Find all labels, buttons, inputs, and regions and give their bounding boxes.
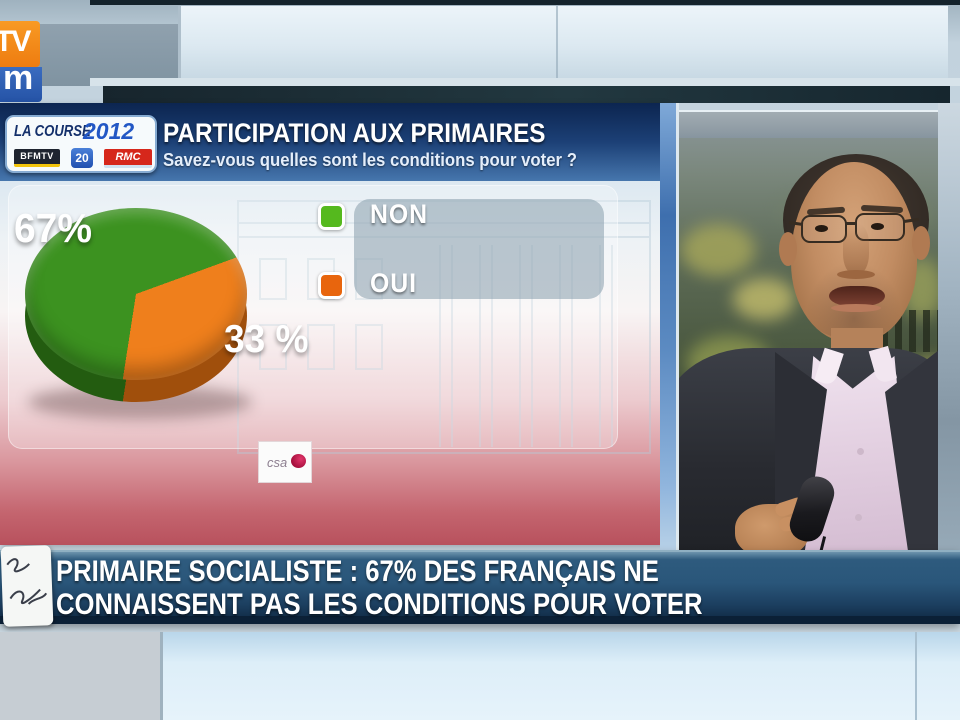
studio-panel-shadow [35,24,178,86]
legend-swatch-non [318,203,345,230]
badge-rmc-logo: RMC [104,149,152,168]
ticker-line-2: CONNAISSENT PAS LES CONDITIONS POUR VOTE… [56,588,703,622]
shirt-button [855,514,862,521]
legend: NON OUI [310,195,610,305]
presenter-lip [831,304,881,312]
program-scribble-logo [1,545,54,627]
studio-top-line [90,0,960,5]
badge-year: 2012 [83,118,134,145]
divider-strip [660,103,679,553]
poll-question: Savez-vous quelles sont les conditions p… [163,150,577,171]
scribble-icon [1,545,54,627]
presenter-video [679,110,938,557]
pie-label-oui-pct: 33 % [224,318,308,362]
pie-label-non-pct: 67% [14,205,92,252]
presenter-nose [843,224,869,274]
studio-panel-seam [556,6,558,78]
presenter-eye [815,225,828,232]
city-light [733,278,795,320]
presenter-mouth [829,286,885,306]
news-ticker-banner: PRIMAIRE SOCIALISTE : 67% DES FRANÇAIS N… [0,550,960,624]
shirt-button [857,448,864,455]
presenter-eye [871,223,884,230]
program-badge: LA COURSE 2012 BFMTV 20 RMC [5,115,157,173]
presenter-ear [912,226,930,260]
studio-panel [178,6,948,78]
csa-source-logo: csa [258,441,312,483]
csa-logo-dot-icon [291,454,306,468]
studio-desk [0,632,960,720]
poll-title: PARTICIPATION AUX PRIMAIRES [163,118,546,149]
legend-label-non: NON [370,199,428,230]
csa-source-text: csa [267,455,287,470]
city-light [681,224,755,276]
poll-graphic-panel: LA COURSE 2012 BFMTV 20 RMC PARTICIPATIO… [0,103,666,545]
legend-swatch-oui [318,272,345,299]
legend-label-oui: OUI [370,268,417,299]
bfm-logo-m-text: m [3,67,33,98]
studio-dark-band [103,86,950,103]
badge-title: LA COURSE [14,123,91,141]
badge-bfmtv-logo: BFMTV [14,149,60,167]
video-window-top [679,112,938,138]
bfm-logo-m-icon: m [0,67,42,102]
badge-20-logo: 20 [71,148,93,168]
bfmtv-logo-icon: TV [0,21,40,67]
tv-frame: TV m [0,0,960,720]
presenter-ear [779,232,797,266]
studio-desk-left [0,632,163,720]
bfmtv-logo-tv-text: TV [0,25,29,59]
presenter-nostrils [837,270,875,279]
studio-right-strip [938,103,960,557]
studio-desk-seam [915,632,917,720]
ticker-line-1: PRIMAIRE SOCIALISTE : 67% DES FRANÇAIS N… [56,555,659,589]
studio-strip [90,78,960,86]
